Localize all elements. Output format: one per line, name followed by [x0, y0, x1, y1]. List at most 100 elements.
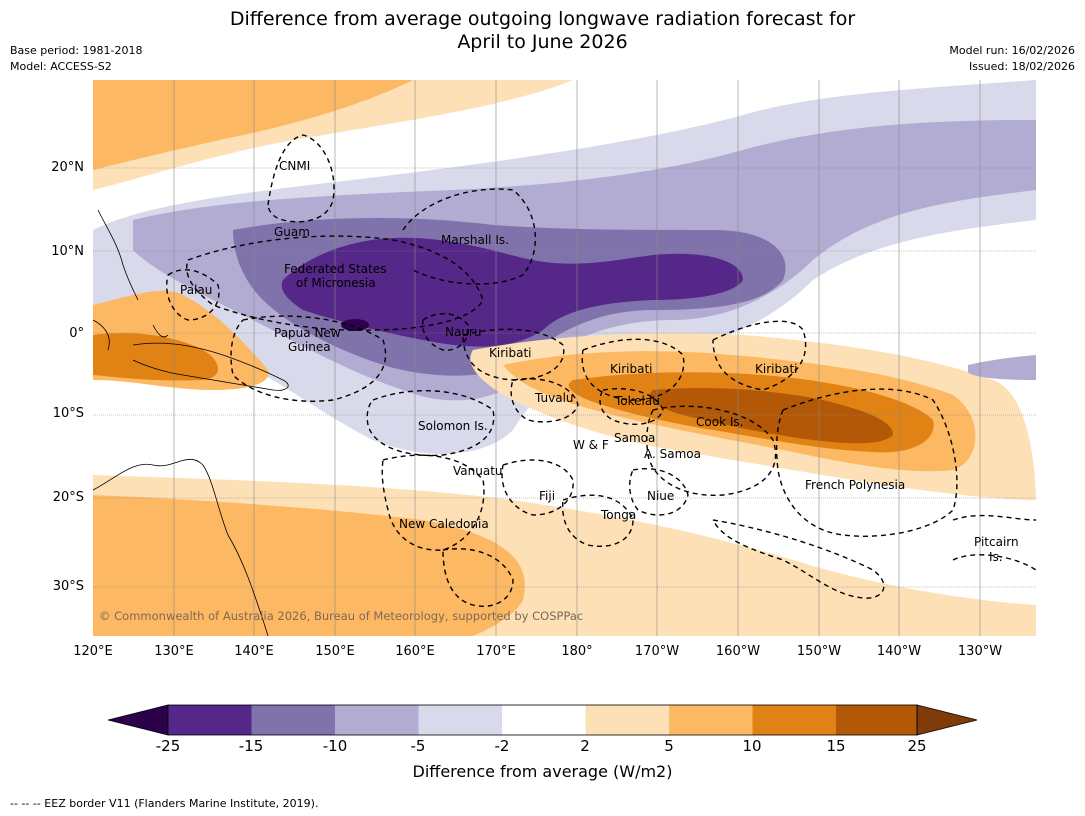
- lon-label-130w: 130°W: [957, 644, 1003, 659]
- eez-border-micronesia: [186, 235, 484, 331]
- coastline-borneo-sulawesi: [93, 319, 169, 351]
- lon-label-170w: 170°W: [634, 644, 680, 659]
- lon-label-150e: 150°E: [315, 644, 355, 659]
- region-label-vanuatu: Vanuatu: [453, 464, 503, 478]
- lon-label-180: 180°: [561, 644, 593, 659]
- copyright-notice: © Commonwealth of Australia 2026, Bureau…: [99, 609, 584, 623]
- eez-border-new-caledonia-south: [442, 548, 514, 607]
- colorbar: [108, 704, 978, 736]
- colorbar-tick-minus2: -2: [494, 737, 510, 755]
- map-meridians: [173, 80, 981, 636]
- colorbar-tick-15: 15: [826, 737, 846, 755]
- lon-label-130e: 130°E: [154, 644, 194, 659]
- colorbar-tick-minus10: -10: [322, 737, 348, 755]
- region-label-png-line2: Guinea: [288, 340, 331, 354]
- region-label-niue: Niue: [647, 489, 675, 503]
- region-label-wallis-futuna: W & F: [573, 438, 609, 452]
- anomaly-field-minus25-minus15: [281, 237, 743, 347]
- colorbar-tick-5: 5: [664, 737, 674, 755]
- region-label-fsm-line2: of Micronesia: [296, 276, 376, 290]
- lon-label-120e: 120°E: [73, 644, 113, 659]
- coastline-australia: [93, 459, 269, 636]
- region-label-marshall-is: Marshall Is.: [441, 233, 509, 247]
- eez-border-niue: [629, 468, 689, 516]
- anomaly-field-5-10-north: [93, 80, 413, 170]
- colorbar-tick-2: 2: [580, 737, 590, 755]
- colorbar-bin-1: [168, 705, 252, 735]
- lat-label-20n: 20°N: [51, 160, 84, 175]
- colorbar-bin-5: [502, 705, 586, 735]
- colorbar-bin-3: [335, 705, 419, 735]
- colorbar-bin-4: [418, 705, 502, 735]
- region-label-tonga: Tonga: [601, 508, 637, 522]
- lon-label-140w: 140°W: [876, 644, 922, 659]
- lon-label-160e: 160°E: [395, 644, 435, 659]
- colorbar-tick-minus15: -15: [238, 737, 264, 755]
- region-label-french-polynesia: French Polynesia: [805, 478, 906, 492]
- eez-border-solomon-is: [366, 389, 495, 457]
- eez-border-tuvalu: [510, 378, 579, 423]
- base-period: Base period: 1981-2018: [10, 44, 143, 57]
- region-label-pitcairn-line2: Is.: [989, 550, 1003, 564]
- coastline-new-guinea: [132, 342, 289, 391]
- eez-border-french-polynesia: [775, 388, 958, 537]
- eez-borders: [166, 134, 1036, 607]
- eez-border-kiribati-central: [581, 338, 685, 401]
- eez-border-vanuatu-new-caledonia: [381, 454, 485, 551]
- region-label-new-caledonia: New Caledonia: [399, 517, 489, 531]
- colorbar-bin-9: [836, 705, 917, 735]
- colorbar-tick-25: 25: [907, 737, 927, 755]
- lat-label-equator: 0°: [69, 326, 84, 341]
- anomaly-field-15-25: [649, 388, 893, 444]
- region-label-fiji: Fiji: [539, 489, 556, 503]
- region-label-cnmi: CNMI: [279, 159, 311, 173]
- eez-border-cook-is: [646, 405, 777, 497]
- region-label-cook-is: Cook Is.: [696, 415, 744, 429]
- region-label-fsm-line1: Federated States: [284, 262, 387, 276]
- region-label-png-line1: Papua New: [274, 326, 341, 340]
- coastlines: [93, 209, 289, 636]
- eez-border-kiribati-west: [462, 328, 565, 381]
- anomaly-field-5-10-south: [93, 495, 525, 636]
- colorbar-tick-minus5: -5: [410, 737, 426, 755]
- region-label-kiribati-east: Kiribati: [755, 362, 798, 376]
- eez-border-nauru: [421, 313, 470, 351]
- coastline-philippines: [97, 209, 139, 301]
- eez-footnote: -- -- -- EEZ border V11 (Flanders Marine…: [10, 797, 319, 810]
- model-run: Model run: 16/02/2026: [949, 44, 1075, 57]
- anomaly-field-10-15-west: [93, 333, 218, 381]
- map-canvas: [93, 80, 1036, 636]
- model-name: Model: ACCESS-S2: [10, 60, 112, 73]
- colorbar-outline: [167, 704, 918, 736]
- lat-label-20s: 20°S: [52, 490, 84, 505]
- anomaly-core-below-minus25: [341, 319, 369, 331]
- eez-border-png: [230, 315, 387, 402]
- region-label-tokelau: Tokelau: [615, 394, 660, 408]
- lat-label-10s: 10°S: [52, 406, 84, 421]
- eez-border-pitcairn: [952, 514, 1036, 571]
- eez-border-palau: [166, 269, 220, 321]
- eez-border-tokelau: [599, 388, 664, 426]
- map-title-line-2: April to June 2026: [457, 31, 628, 53]
- eez-border-kiribati-east: [712, 320, 807, 391]
- region-label-kiribati-central: Kiribati: [610, 362, 653, 376]
- lat-label-30s: 30°S: [52, 579, 84, 594]
- lon-label-160w: 160°W: [715, 644, 761, 659]
- colorbar-tick-minus25: -25: [155, 737, 181, 755]
- colorbar-label: Difference from average (W/m2): [412, 762, 673, 781]
- region-label-guam: Guam: [274, 225, 310, 239]
- olr-anomaly-map: CNMI Guam Marshall Is. Federated States …: [93, 80, 1036, 636]
- region-label-pitcairn-line1: Pitcairn: [974, 535, 1019, 549]
- colorbar-bin-7: [669, 705, 753, 735]
- region-label-nauru: Nauru: [445, 325, 482, 339]
- anomaly-field-minus10-east: [968, 355, 1036, 380]
- lon-label-150w: 150°W: [796, 644, 842, 659]
- lat-label-10n: 10°N: [51, 244, 84, 259]
- colorbar-under-triangle: [108, 704, 169, 736]
- eez-border-marshall-is: [402, 188, 536, 285]
- colorbar-over-triangle: [916, 704, 978, 736]
- colorbar-bin-6: [585, 705, 669, 735]
- region-label-tuvalu: Tuvalu: [535, 391, 574, 405]
- eez-border-fiji: [501, 459, 574, 516]
- lon-label-170e: 170°E: [476, 644, 516, 659]
